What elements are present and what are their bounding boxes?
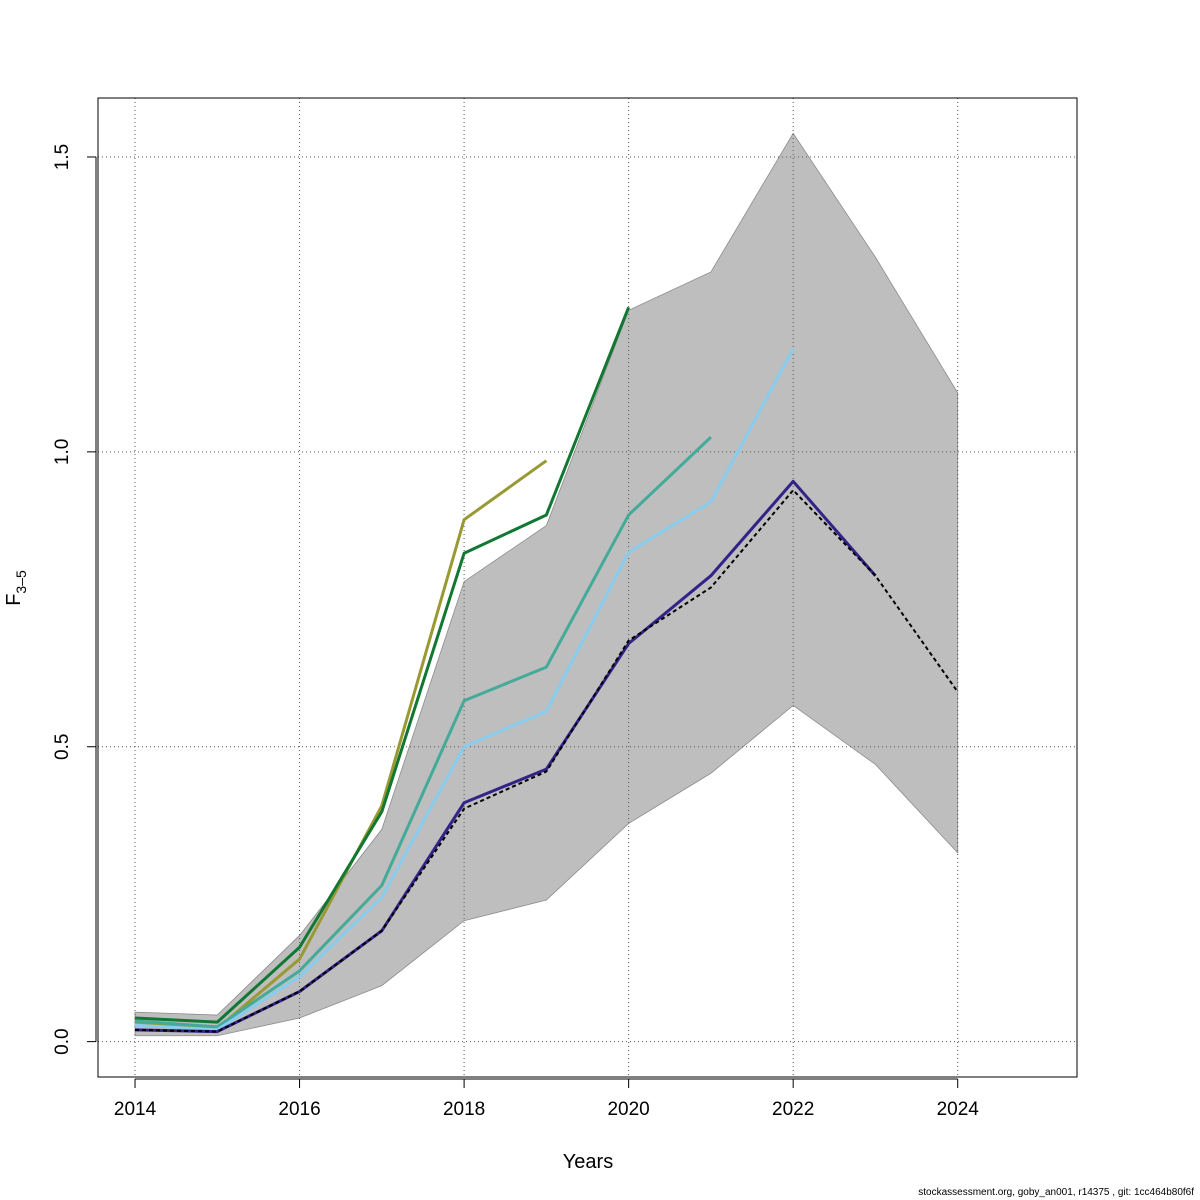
confidence-band-layer: [134, 132, 959, 1037]
y-axis-title-subscript: 3–5: [13, 570, 29, 594]
axis-layer: 2014 2016 2018 2020 2022 2024 0.0 0.5 1.0 1.5: [52, 144, 979, 1120]
x-tick-label: 2024: [937, 1099, 980, 1120]
x-tick-label: 2020: [607, 1099, 649, 1120]
series-line-2: [134, 306, 631, 1024]
x-tick-label: 2018: [443, 1099, 485, 1120]
x-tick-label: 2022: [772, 1099, 814, 1120]
y-tick-label: 0.0: [52, 1028, 73, 1054]
footer-credit: stockassessment.org, goby_an001, r14375 …: [918, 1187, 1194, 1198]
confidence-band: [134, 132, 959, 1037]
y-axis-title-main: F: [3, 594, 25, 606]
series-line-3: [134, 436, 712, 1029]
series-line-4: [134, 347, 795, 1032]
y-axis-title: F3–5: [3, 570, 29, 606]
x-axis-title: Years: [563, 1151, 613, 1173]
plot-frame: [97, 97, 1078, 1078]
series-layer: [134, 306, 959, 1034]
x-tick-label: 2014: [114, 1099, 157, 1120]
x-tick-label: 2016: [278, 1099, 320, 1120]
series-line-6: [134, 489, 959, 1033]
y-tick-label: 1.0: [52, 439, 73, 465]
y-tick-label: 0.5: [52, 734, 73, 760]
y-tick-label: 1.5: [52, 144, 73, 170]
